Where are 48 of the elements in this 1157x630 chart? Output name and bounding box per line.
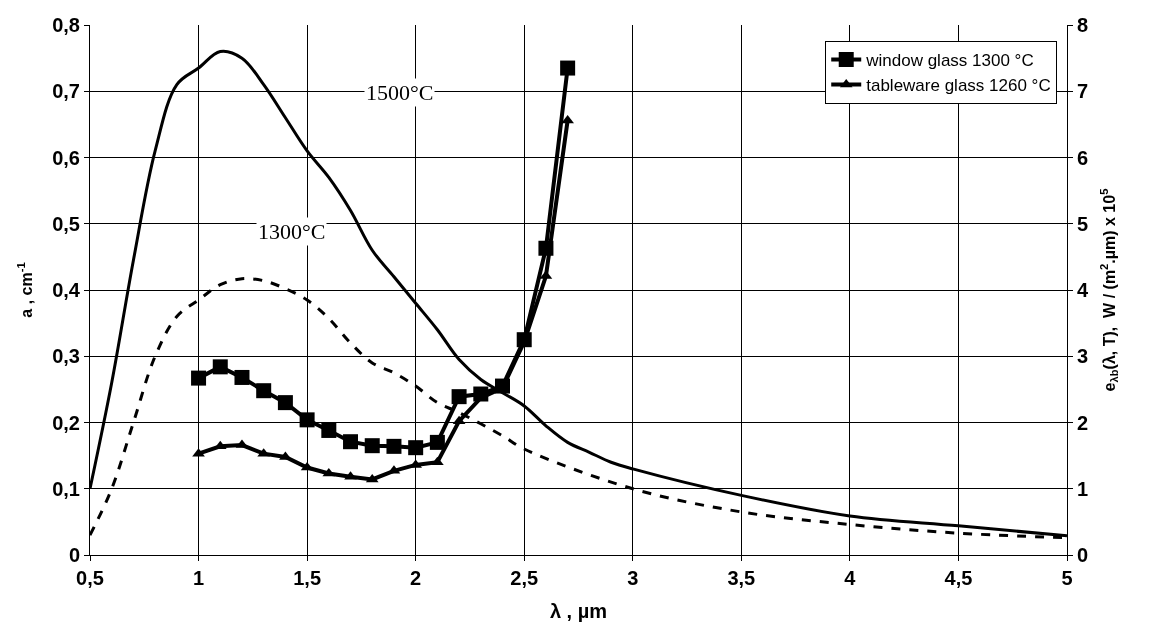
y-tick-label: 0,4: [52, 279, 81, 301]
point: [234, 369, 250, 385]
x-tick-label: 4: [844, 567, 857, 589]
y-tick-label: 0,7: [52, 80, 80, 103]
x-tick-label: 2,5: [510, 567, 539, 589]
point: [321, 422, 337, 438]
y-tick-label: 0,1: [52, 477, 80, 500]
y2-tick-label: 1: [1077, 477, 1089, 500]
x-axis-title: λ , µm: [549, 599, 608, 622]
y-tick-label: 0,8: [52, 14, 80, 36]
point: [408, 440, 424, 456]
x-tick-label: 3: [627, 567, 639, 589]
point: [343, 434, 359, 450]
x-tick-label: 4,5: [944, 567, 973, 589]
point: [299, 412, 315, 428]
y2-tick-label: 0: [1077, 544, 1089, 566]
y-tick-label: 0,2: [52, 411, 80, 434]
point: [386, 438, 402, 454]
point: [560, 60, 576, 76]
y-tick-label: 0: [68, 544, 80, 566]
y2-tick-label: 6: [1077, 146, 1089, 169]
point: [429, 434, 445, 450]
y-tick-label: 0,3: [52, 345, 80, 368]
x-tick-label: 0,5: [76, 567, 104, 589]
y2-tick-label: 3: [1077, 345, 1089, 368]
point: [256, 383, 272, 399]
point: [451, 389, 467, 405]
point: [212, 359, 228, 375]
legend-label: window glass 1300 °C: [865, 51, 1034, 71]
y2-tick-label: 4: [1077, 279, 1089, 301]
y2-tick-label: 7: [1077, 80, 1089, 103]
annotation: 1500°C: [366, 80, 434, 105]
point: [277, 395, 293, 411]
x-tick-label: 1,5: [293, 567, 322, 589]
x-tick-label: 5: [1061, 567, 1073, 589]
y2-tick-label: 5: [1077, 212, 1089, 235]
y2-tick-label: 8: [1077, 14, 1089, 36]
legend-label: tableware glass 1260 °C: [866, 76, 1051, 96]
y2-tick-label: 2: [1077, 411, 1089, 434]
x-tick-label: 1: [193, 567, 205, 589]
point: [191, 370, 207, 386]
y-tick-label: 0,6: [52, 146, 80, 169]
annotation: 1300°C: [258, 219, 326, 244]
y-tick-label: 0,5: [52, 212, 80, 235]
x-tick-label: 3,5: [727, 567, 756, 589]
point: [365, 473, 379, 483]
x-tick-label: 2: [410, 567, 422, 589]
point: [364, 438, 380, 454]
